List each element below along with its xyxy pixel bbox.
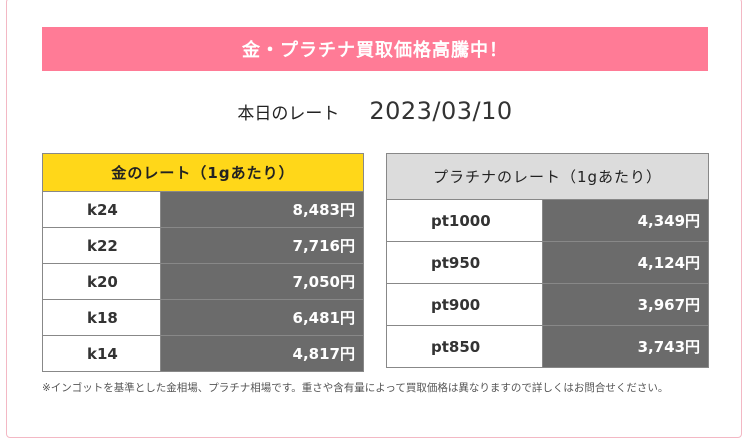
gold-grade: k22 — [42, 227, 161, 264]
gold-price: 6,481円 — [160, 299, 364, 336]
table-row: k18 6,481円 — [42, 299, 364, 336]
platinum-grade: pt900 — [386, 283, 543, 326]
platinum-grade: pt850 — [386, 325, 543, 368]
table-row: k24 8,483円 — [42, 191, 364, 228]
platinum-grade: pt950 — [386, 241, 543, 284]
gold-table-title: 金のレート（1gあたり） — [42, 153, 364, 192]
gold-price: 7,716円 — [160, 227, 364, 264]
rate-header: 本日のレート 2023/03/10 — [0, 91, 750, 131]
rate-label: 本日のレート — [237, 103, 340, 124]
promo-banner: 金・プラチナ買取価格高騰中！ — [42, 27, 708, 71]
gold-grade: k18 — [42, 299, 161, 336]
gold-grade: k14 — [42, 335, 161, 372]
table-row: pt850 3,743円 — [386, 325, 710, 368]
table-row: pt1000 4,349円 — [386, 199, 710, 242]
platinum-table-title: プラチナのレート（1gあたり） — [385, 153, 710, 200]
table-row: k14 4,817円 — [42, 335, 364, 372]
gold-grade: k24 — [42, 191, 161, 228]
platinum-price: 3,743円 — [541, 325, 710, 368]
platinum-grade: pt1000 — [386, 199, 543, 242]
platinum-rate-table: プラチナのレート（1gあたり） pt1000 4,349円 pt950 4,12… — [385, 153, 710, 368]
gold-rate-table: 金のレート（1gあたり） k24 8,483円 k22 7,716円 k20 7… — [42, 153, 364, 372]
gold-price: 7,050円 — [160, 263, 364, 300]
platinum-price: 3,967円 — [541, 283, 710, 326]
footnote: ※インゴットを基準とした金相場、プラチナ相場です。重さや含有量によって買取価格は… — [42, 382, 669, 394]
gold-price: 4,817円 — [160, 335, 364, 372]
gold-grade: k20 — [42, 263, 161, 300]
table-row: pt950 4,124円 — [386, 241, 710, 284]
banner-title: 金・プラチナ買取価格高騰中！ — [242, 40, 508, 61]
table-row: pt900 3,967円 — [386, 283, 710, 326]
table-row: k20 7,050円 — [42, 263, 364, 300]
platinum-table-header: プラチナのレート（1gあたり） — [385, 153, 710, 200]
platinum-price: 4,349円 — [541, 199, 710, 242]
platinum-price: 4,124円 — [541, 241, 710, 284]
table-row: k22 7,716円 — [42, 227, 364, 264]
gold-table-header: 金のレート（1gあたり） — [42, 153, 364, 192]
gold-price: 8,483円 — [160, 191, 364, 228]
rate-date: 2023/03/10 — [369, 97, 513, 125]
